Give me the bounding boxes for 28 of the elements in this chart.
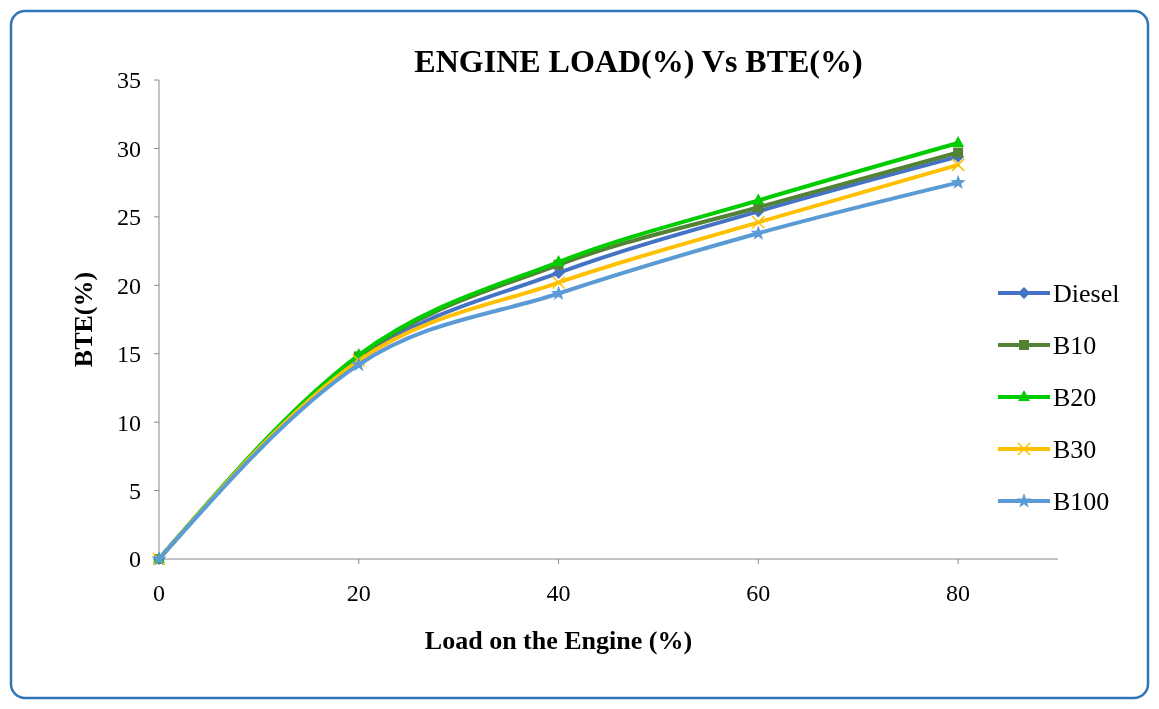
point	[952, 135, 965, 147]
point	[551, 275, 566, 290]
y-tick-label: 35	[117, 67, 141, 94]
legend-label: B10	[1053, 331, 1097, 361]
chart-title: ENGINE LOAD(%) Vs BTE(%)	[414, 43, 863, 79]
legend-label: Diesel	[1053, 279, 1120, 309]
x-tick-label: 0	[153, 580, 165, 606]
y-tick-label: 5	[129, 477, 141, 504]
point	[950, 174, 966, 190]
legend-label: B20	[1053, 383, 1097, 413]
x-tick-label: 20	[346, 580, 371, 606]
point	[953, 147, 964, 158]
point	[951, 158, 965, 172]
y-tick-label: 25	[117, 204, 141, 231]
y-tick-label: 30	[117, 135, 141, 162]
legend-label: B100	[1053, 487, 1110, 517]
y-tick-label: 10	[117, 409, 141, 436]
x-axis-title: Load on the Engine (%)	[424, 626, 693, 655]
y-tick-label: 20	[117, 272, 141, 299]
x-tick-label: 60	[746, 580, 771, 606]
y-axis-title: BTE(%)	[69, 271, 98, 368]
y-tick-label: 0	[129, 546, 141, 573]
x-tick-label: 40	[546, 580, 571, 606]
point	[752, 193, 765, 205]
y-tick-label: 15	[117, 341, 141, 368]
legend-label: B30	[1053, 435, 1097, 465]
x-tick-label: 80	[946, 580, 971, 606]
point	[751, 215, 766, 230]
